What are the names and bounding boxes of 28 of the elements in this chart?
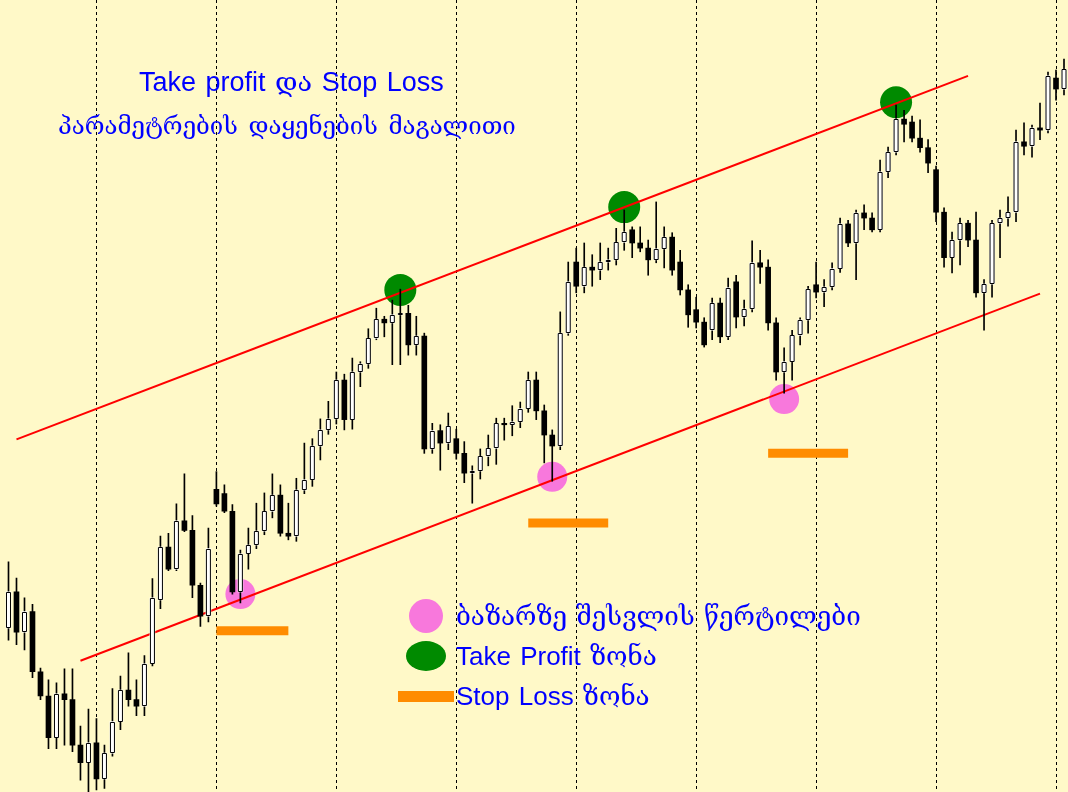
candlestick: [501, 417, 508, 441]
candlestick: [757, 249, 763, 284]
legend-label: Stop Loss ზონა: [456, 680, 650, 712]
candlestick: [653, 201, 660, 264]
candlestick: [389, 299, 396, 365]
legend-label: Take Profit ზონა: [456, 640, 657, 672]
candlestick: [997, 209, 1003, 258]
candlestick: [1005, 196, 1011, 227]
candlestick: [549, 429, 556, 482]
candlestick: [1021, 122, 1027, 156]
candlestick: [981, 279, 987, 331]
candlestick: [597, 242, 604, 280]
candlestick: [469, 465, 476, 504]
text: პარამეტრების დაყენების მაგალითი: [58, 112, 516, 140]
point: [769, 384, 800, 415]
candlestick: [509, 405, 516, 437]
legend-label: ბაზარზე შესვლის წერტილები: [456, 600, 861, 632]
candlestick: [901, 109, 907, 143]
chart-title: Take profit და Stop Loss: [139, 66, 444, 98]
candlestick: [637, 226, 644, 253]
candlestick: [605, 247, 612, 271]
candlestick: [821, 279, 827, 308]
candlestick: [589, 254, 596, 287]
candlestick: [397, 288, 404, 365]
candlestick: [781, 347, 787, 394]
candlestick: [381, 315, 388, 338]
candlestick: [413, 315, 420, 356]
candlestick: [861, 204, 867, 231]
